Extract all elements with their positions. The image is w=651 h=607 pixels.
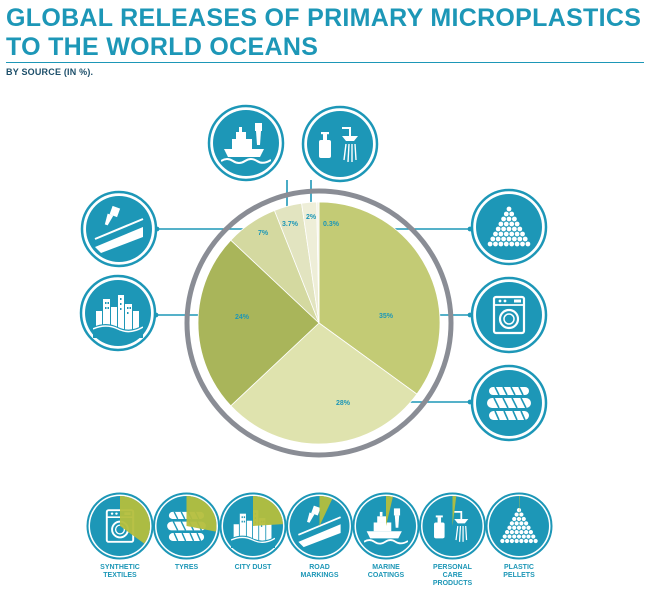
pie-labels: 35% 28% 24% 7% 3.7% 2% 0.3%: [235, 214, 394, 407]
pie-label-tyres: 28%: [336, 400, 351, 407]
pie-label-personal-care-products: 2%: [306, 214, 317, 221]
pie-slice-synthetic-textiles: [318, 201, 441, 395]
washing-machine-circle: [470, 276, 548, 354]
legend-share-wedge: [319, 496, 333, 526]
page-subtitle: BY SOURCE (IN %).: [6, 67, 94, 77]
legend-label: MARINE: [372, 564, 400, 571]
title-divider: [6, 62, 644, 63]
legend-label: PELLETS: [503, 572, 535, 579]
road-paint-circle: [80, 190, 158, 268]
pie-slice-tyres: [230, 322, 418, 445]
legend-label: PERSONAL: [433, 564, 473, 571]
legend-label: MARKINGS: [300, 572, 338, 579]
tyres-circle: [470, 364, 548, 442]
pie-slice-city-dust: [197, 239, 320, 407]
legend-share-wedge: [386, 496, 393, 526]
legend-label: SYNTHETIC: [100, 564, 140, 571]
legend-item-city: CITY DUST: [219, 492, 287, 571]
legend-label: CITY DUST: [235, 564, 273, 571]
legend-label: TYRES: [175, 564, 199, 571]
legend-label: PRODUCTS: [433, 580, 473, 587]
legend-share-wedge: [452, 496, 457, 526]
legend-label: ROAD: [309, 564, 330, 571]
source-icon-circles: [79, 104, 548, 442]
legend-item-tyres: TYRES: [153, 492, 220, 571]
pie-label-road-markings: 7%: [258, 230, 269, 237]
pie-label-synthetic-textiles: 35%: [379, 313, 394, 320]
ship-paint-circle: [207, 104, 285, 182]
pie-label-city-dust: 24%: [235, 314, 250, 321]
pie-label-plastic-pellets: 0.3%: [323, 221, 340, 228]
legend-label: CARE: [443, 572, 463, 579]
legend-share-wedge: [186, 496, 217, 532]
legend-label: COATINGS: [368, 572, 405, 579]
pie-label-marine-coatings: 3.7%: [282, 221, 299, 228]
legend-share-wedge: [120, 496, 150, 544]
legend-share-wedge: [253, 496, 283, 526]
city-circle: [79, 274, 157, 352]
tyres-icon: [486, 386, 532, 421]
shower-bottle-circle: [301, 105, 379, 183]
legend-share-wedge: [519, 496, 520, 526]
pie-outer-ring: [184, 188, 454, 458]
legend-label: PLASTIC: [504, 564, 534, 571]
page-title: GLOBAL RELEASES OF PRIMARY MICROPLASTICS…: [6, 4, 642, 61]
pellets-circle: [470, 188, 548, 266]
pie-slices: [197, 201, 441, 445]
legend-label: TEXTILES: [103, 572, 137, 579]
pie-slice-plastic-pellets: [316, 201, 320, 324]
